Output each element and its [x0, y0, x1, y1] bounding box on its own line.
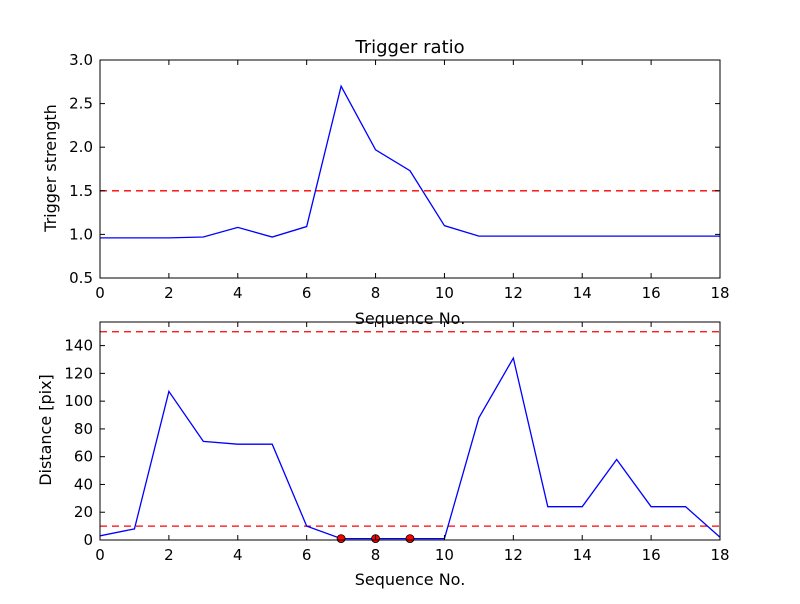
y-tick-label: 120 [64, 364, 93, 382]
highlight-point [336, 534, 346, 544]
x-tick-label: 12 [504, 284, 523, 302]
y-tick-label: 2.5 [69, 95, 93, 113]
y-axis-label: Trigger strength [41, 104, 60, 233]
y-tick-label: 20 [74, 503, 93, 521]
x-tick-label: 8 [371, 546, 381, 564]
x-tick-label: 6 [302, 284, 312, 302]
y-tick-label: 1.0 [69, 225, 93, 243]
x-tick-label: 18 [710, 546, 729, 564]
axes-frame [99, 321, 721, 541]
y-tick-label: 0.5 [69, 269, 93, 287]
x-tick-label: 8 [371, 284, 381, 302]
y-tick-label: 60 [74, 448, 93, 466]
y-tick-label: 3.0 [69, 51, 93, 69]
y-tick-label: 100 [64, 392, 93, 410]
chart-title: Trigger ratio [354, 37, 464, 58]
x-tick-label: 12 [504, 546, 523, 564]
x-tick-label: 14 [573, 546, 592, 564]
highlight-point [405, 534, 415, 544]
x-axis-label: Sequence No. [355, 309, 466, 328]
x-tick-label: 0 [95, 546, 105, 564]
trigger-ratio-plot: Trigger ratio Sequence No. Trigger stren… [41, 37, 730, 328]
x-tick-label: 16 [642, 546, 661, 564]
series-line [100, 356, 720, 540]
y-tick-label: 40 [74, 475, 93, 493]
y-tick-label: 80 [74, 420, 93, 438]
y-tick-label: 0 [83, 531, 93, 549]
y-tick-label: 2.0 [69, 138, 93, 156]
x-tick-label: 14 [573, 284, 592, 302]
x-tick-label: 0 [95, 284, 105, 302]
x-tick-label: 18 [710, 284, 729, 302]
x-tick-label: 10 [435, 546, 454, 564]
x-axis-label: Sequence No. [355, 570, 466, 589]
y-tick-label: 1.5 [69, 182, 93, 200]
x-tick-label: 2 [164, 546, 174, 564]
x-tick-label: 16 [642, 284, 661, 302]
series-line [100, 84, 720, 239]
x-tick-label: 4 [233, 546, 243, 564]
axes-frame [99, 59, 721, 279]
x-tick-label: 6 [302, 546, 312, 564]
x-tick-label: 10 [435, 284, 454, 302]
x-tick-label: 4 [233, 284, 243, 302]
x-tick-label: 2 [164, 284, 174, 302]
distance-plot: Sequence No. Distance [pix] 0 2 4 6 8 10 12 14 1… [36, 321, 730, 589]
y-tick-label: 140 [64, 337, 93, 355]
y-axis-label: Distance [pix] [36, 374, 55, 486]
